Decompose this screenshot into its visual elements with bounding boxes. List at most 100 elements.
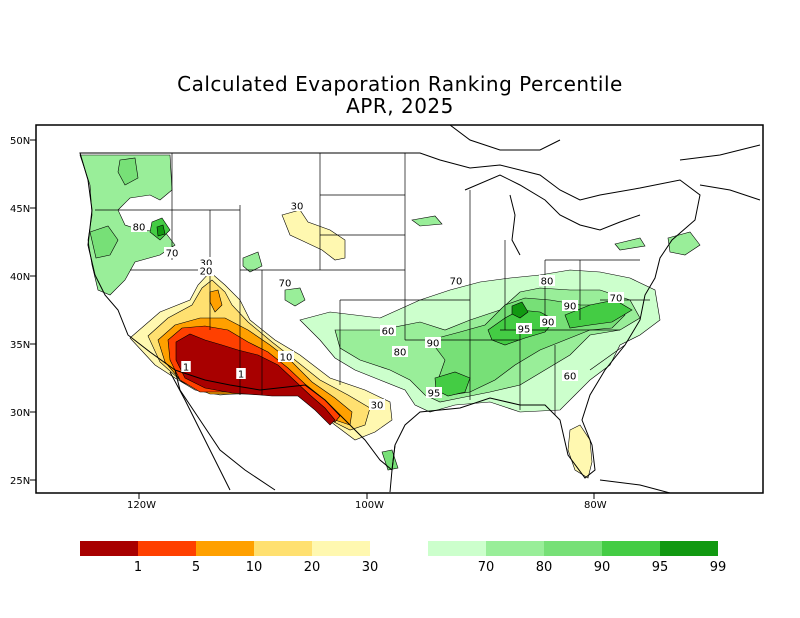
contour-label-text: 1 [183, 363, 189, 374]
contour-label-1-arizona: 1 [236, 368, 246, 381]
legend-swatch [254, 541, 312, 556]
contour-label-70-colorado: 70 [277, 277, 293, 290]
region-sw-1 [175, 333, 336, 426]
chart-subtitle: APR, 2025 [346, 94, 454, 118]
great-lakes [464, 174, 641, 231]
contour-label-90-arkansas: 90 [425, 337, 441, 350]
canada-east [679, 144, 761, 161]
contour-label-30-texas: 30 [369, 399, 385, 412]
contour-label-30-nevada: 30 [198, 257, 214, 270]
lat-tick-label: 25N [10, 476, 30, 487]
contour-label-95-tennessee: 95 [516, 323, 532, 336]
contour-label-text: 80 [394, 348, 407, 359]
contour-label-text: 30 [371, 401, 384, 412]
geography-outlines [79, 125, 761, 493]
contour-label-text: 60 [564, 372, 577, 383]
lat-tick-label: 30N [10, 408, 30, 419]
region-pnw-95 [156, 224, 166, 237]
contour-label-text: 80 [541, 277, 554, 288]
legend-label: 1 [134, 560, 142, 575]
legend-swatch [312, 541, 370, 556]
region-pnw-80b [117, 157, 139, 186]
legend-label: 20 [304, 560, 321, 575]
contour-label-70-virginia: 70 [608, 292, 624, 305]
legend-label: 95 [652, 560, 669, 575]
region-fl-30 [567, 424, 593, 479]
region-nc-95 [564, 299, 633, 329]
lake-michigan [509, 194, 521, 256]
contour-label-text: 1 [238, 370, 244, 381]
color-legend: 1 5 10 20 30 70 80 90 95 99 [80, 541, 726, 575]
chart-title: Calculated Evaporation Ranking Percentil… [177, 72, 623, 96]
legend-label: 70 [478, 560, 495, 575]
region-central-99 [511, 301, 529, 319]
lat-tick-label: 50N [10, 136, 30, 147]
legend-label: 30 [362, 560, 379, 575]
contour-label-70-oregon: 70 [164, 247, 180, 260]
region-ne-70 [667, 231, 701, 256]
region-co-70 [284, 287, 306, 307]
contour-label-text: 30 [291, 202, 304, 213]
contour-label-10-newmexico: 10 [278, 351, 294, 364]
legend-swatch [196, 541, 254, 556]
contour-label-text: 20 [200, 267, 213, 278]
region-ut-green [242, 251, 263, 273]
contour-label-text: 10 [280, 353, 293, 364]
baja-california [169, 371, 231, 491]
mexico-coast-west [174, 369, 276, 491]
legend-label: 80 [536, 560, 553, 575]
cuba [599, 479, 671, 493]
contour-label-90-tennessee: 90 [540, 316, 556, 329]
region-mi-70 [614, 237, 646, 251]
lat-tick-label: 40N [10, 272, 30, 283]
legend-swatch [486, 541, 544, 556]
contour-label-text: 70 [166, 249, 179, 260]
contour-label-text: 95 [428, 389, 441, 400]
map-area [79, 125, 761, 493]
canada-maritime [699, 184, 761, 201]
contour-label-text: 90 [564, 302, 577, 313]
lon-tick-label: 120W [127, 500, 156, 511]
contour-label-text: 60 [382, 327, 395, 338]
contour-label-text: 70 [450, 277, 463, 288]
contour-label-20-nevada: 20 [198, 265, 214, 278]
longitude-axis: 120W 100W 80W [127, 493, 607, 511]
percentile-shading [79, 154, 701, 479]
legend-swatch [428, 541, 486, 556]
lon-tick-label: 80W [584, 500, 607, 511]
mexico-gulf-coast [389, 444, 396, 493]
lat-tick-label: 45N [10, 204, 30, 215]
lat-tick-label: 35N [10, 340, 30, 351]
us-outline [79, 152, 701, 479]
contour-label-text: 95 [518, 325, 531, 336]
legend-label: 5 [192, 560, 200, 575]
contour-label-90-westvirginia: 90 [562, 300, 578, 313]
region-wi-70 [411, 215, 443, 227]
map-frame [35, 124, 764, 494]
contour-label-text: 70 [610, 294, 623, 305]
region-tx-green [381, 449, 399, 471]
latitude-axis: 50N 45N 40N 35N 30N 25N [10, 136, 36, 487]
legend-label: 90 [594, 560, 611, 575]
legend-swatch [602, 541, 660, 556]
contour-label-80-texas: 80 [392, 346, 408, 359]
contour-label-text: 90 [427, 339, 440, 350]
canada-hudson [449, 125, 561, 151]
legend-swatch [544, 541, 602, 556]
contour-label-80-ohio: 80 [539, 275, 555, 288]
contour-label-80-oregon: 80 [131, 221, 147, 234]
contour-label-95-louisiana: 95 [426, 387, 442, 400]
contour-label-30-wyoming: 30 [289, 200, 305, 213]
region-pnw-80 [89, 225, 119, 259]
contour-label-1-california: 1 [181, 361, 191, 374]
legend-swatch [80, 541, 138, 556]
contour-label-60-georgia: 60 [562, 370, 578, 383]
legend-label: 10 [246, 560, 263, 575]
region-pnw-70 [79, 154, 176, 296]
contour-label-text: 90 [542, 318, 555, 329]
legend-swatch [138, 541, 196, 556]
contour-label-60-kansas: 60 [380, 325, 396, 338]
contour-label-text: 70 [279, 279, 292, 290]
